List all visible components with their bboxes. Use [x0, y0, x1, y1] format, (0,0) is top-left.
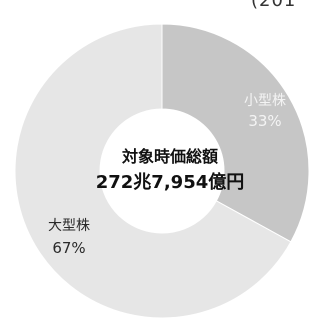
slice-value-small-cap: 33%: [248, 112, 282, 130]
center-title: 対象時価総額: [121, 147, 218, 166]
header-fragment: (201: [251, 0, 297, 11]
slice-label-small-cap: 小型株: [244, 93, 286, 109]
slice-label-large-cap: 大型株: [48, 218, 90, 234]
donut-hole: [100, 109, 224, 233]
slice-value-large-cap: 67%: [52, 239, 86, 257]
center-value: 272兆7,954億円: [95, 172, 245, 193]
